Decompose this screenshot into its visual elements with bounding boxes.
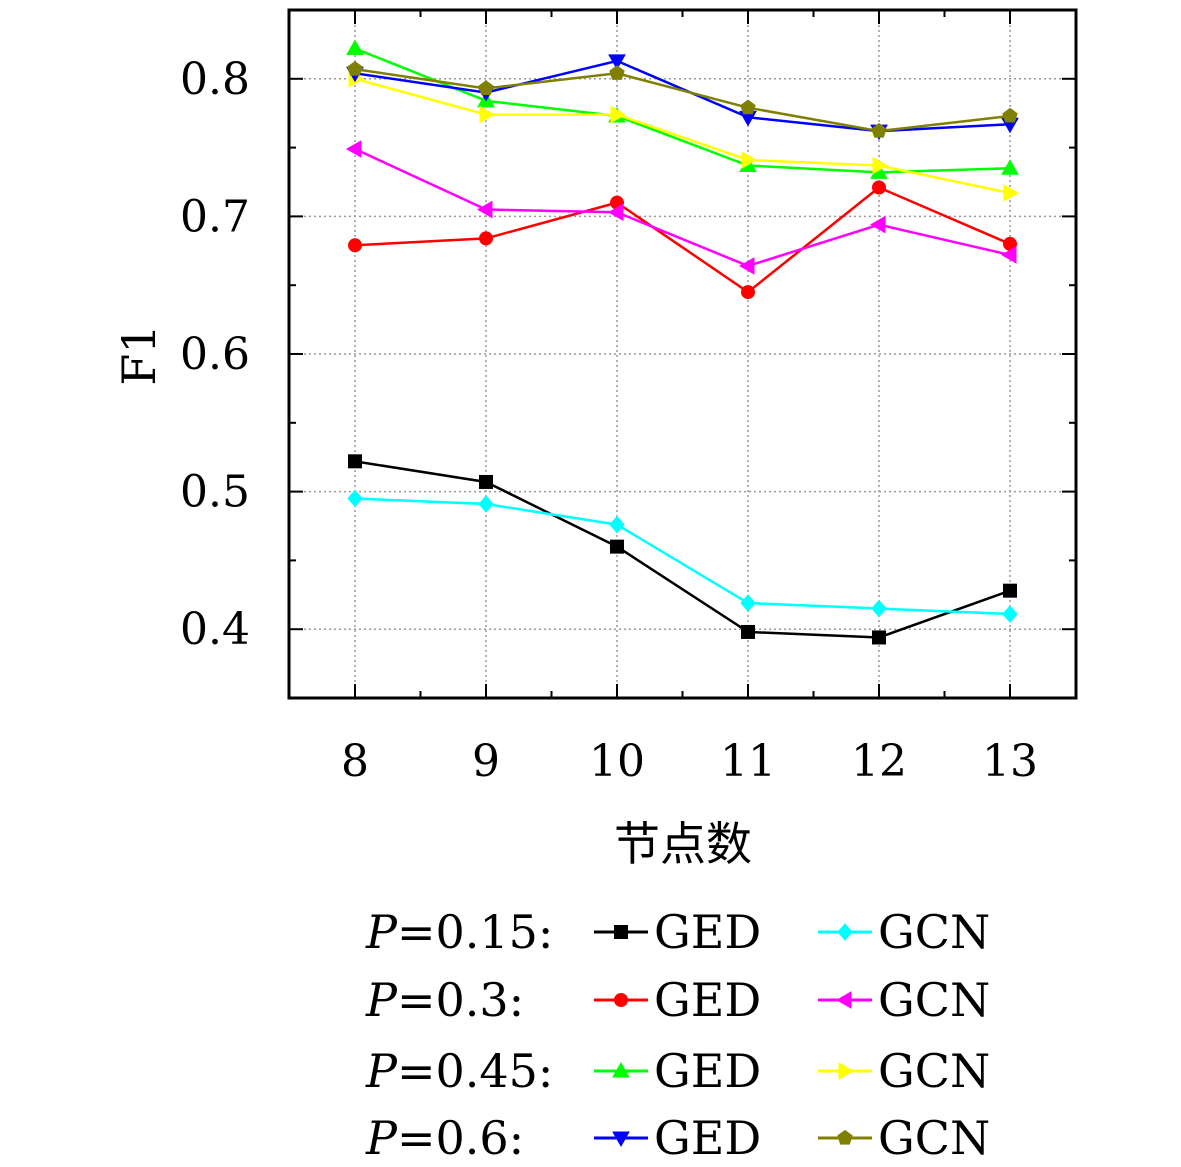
- legend-marker: [837, 1129, 853, 1145]
- legend-series-label: GCN: [878, 1044, 990, 1098]
- axis-ticks: [289, 9, 1076, 699]
- x-tick-label: 13: [982, 736, 1038, 787]
- data-point: [1003, 583, 1017, 598]
- legend-row: P=0.45: GED GCN: [365, 1044, 990, 1098]
- legend-marker: [837, 923, 853, 941]
- data-point: [1002, 107, 1018, 123]
- data-point: [608, 54, 626, 70]
- data-point: [741, 285, 755, 300]
- data-point: [740, 99, 756, 115]
- data-point: [740, 594, 756, 612]
- series-line: [354, 147, 1011, 268]
- data-point: [347, 61, 363, 76]
- legend-series-label: GCN: [878, 905, 990, 959]
- series-line: [354, 77, 1011, 195]
- y-axis-title: F1: [112, 324, 166, 385]
- grid-lines: [289, 10, 1076, 698]
- series-line: [354, 47, 1011, 174]
- legend-series-label: GED: [654, 973, 761, 1027]
- data-point: [479, 231, 493, 246]
- data-point: [348, 238, 362, 253]
- data-point: [871, 599, 887, 618]
- legend-group-label: P=0.45:: [365, 1044, 553, 1098]
- data-point: [872, 156, 889, 175]
- legend-marker: [835, 991, 852, 1009]
- data-point: [610, 539, 624, 554]
- x-tick-label: 12: [851, 736, 907, 787]
- data-point: [348, 454, 362, 469]
- data-point: [738, 257, 755, 275]
- data-point: [609, 65, 625, 80]
- x-tick-label: 10: [589, 736, 645, 787]
- plot-frame: [287, 8, 1078, 700]
- data-point: [347, 489, 363, 508]
- data-point: [609, 515, 625, 534]
- series-P=0.45-GED: [346, 39, 1019, 179]
- x-axis-title: 节点数: [614, 817, 752, 871]
- legend-group-label: P=0.3:: [365, 973, 524, 1027]
- data-point: [1003, 184, 1020, 202]
- series-layer: [345, 39, 1020, 645]
- data-point: [607, 203, 624, 222]
- data-point: [476, 200, 493, 219]
- legend-group-label: P=0.15:: [365, 905, 553, 959]
- data-point: [1000, 246, 1017, 264]
- data-point: [872, 630, 886, 645]
- legend-series-label: GED: [654, 1111, 761, 1165]
- legend-row: P=0.6: GED GCN: [365, 1111, 990, 1165]
- data-point: [345, 140, 362, 158]
- data-point: [871, 122, 887, 138]
- data-point: [610, 105, 627, 124]
- series-P=0.6-GCN: [347, 61, 1018, 138]
- y-tick-label: 0.5: [180, 467, 250, 518]
- series-P=0.3-GED: [348, 180, 1017, 300]
- x-tick-label: 11: [720, 736, 776, 787]
- legend-row: P=0.15: GED GCN: [365, 905, 990, 959]
- data-point: [741, 151, 758, 169]
- legend-marker: [614, 993, 628, 1007]
- data-point: [346, 39, 364, 56]
- legend-series-label: GED: [654, 905, 761, 959]
- legend-group-label: P=0.6:: [365, 1111, 524, 1165]
- x-tick-label: 9: [472, 736, 500, 787]
- series-P=0.3-GCN: [345, 140, 1017, 275]
- y-tick-label: 0.8: [180, 54, 250, 105]
- data-point: [869, 215, 886, 234]
- tick-labels: 8 9 10 11 12 13 0.4 0.5 0.6 0.7 0.8: [180, 54, 1038, 787]
- series-P=0.45-GCN: [348, 69, 1020, 202]
- legend-marker: [612, 1131, 630, 1148]
- y-tick-label: 0.4: [180, 604, 250, 655]
- series-line: [354, 186, 1011, 294]
- series-line: [354, 497, 1011, 616]
- legend-marker: [614, 925, 628, 939]
- y-tick-label: 0.7: [180, 191, 250, 242]
- data-point: [1001, 159, 1019, 175]
- series-line: [354, 59, 1011, 133]
- data-point: [478, 80, 494, 95]
- series-P=0.15-GCN: [347, 489, 1018, 623]
- data-point: [872, 180, 886, 195]
- legend-marker: [612, 1061, 630, 1078]
- legend-series-label: GCN: [878, 1111, 990, 1165]
- data-point: [479, 105, 496, 124]
- legend-series-label: GED: [654, 1044, 761, 1098]
- legend-series-label: GCN: [878, 973, 990, 1027]
- data-point: [741, 624, 755, 639]
- data-point: [478, 495, 494, 513]
- legend-marker: [838, 1062, 855, 1080]
- series-line: [354, 67, 1011, 133]
- x-tick-label: 8: [341, 736, 369, 787]
- series-P=0.15-GED: [348, 454, 1017, 645]
- data-point: [1002, 605, 1018, 623]
- data-point: [479, 474, 493, 489]
- y-tick-label: 0.6: [180, 329, 250, 380]
- legend-row: P=0.3: GED GCN: [365, 973, 990, 1027]
- series-line: [354, 460, 1011, 639]
